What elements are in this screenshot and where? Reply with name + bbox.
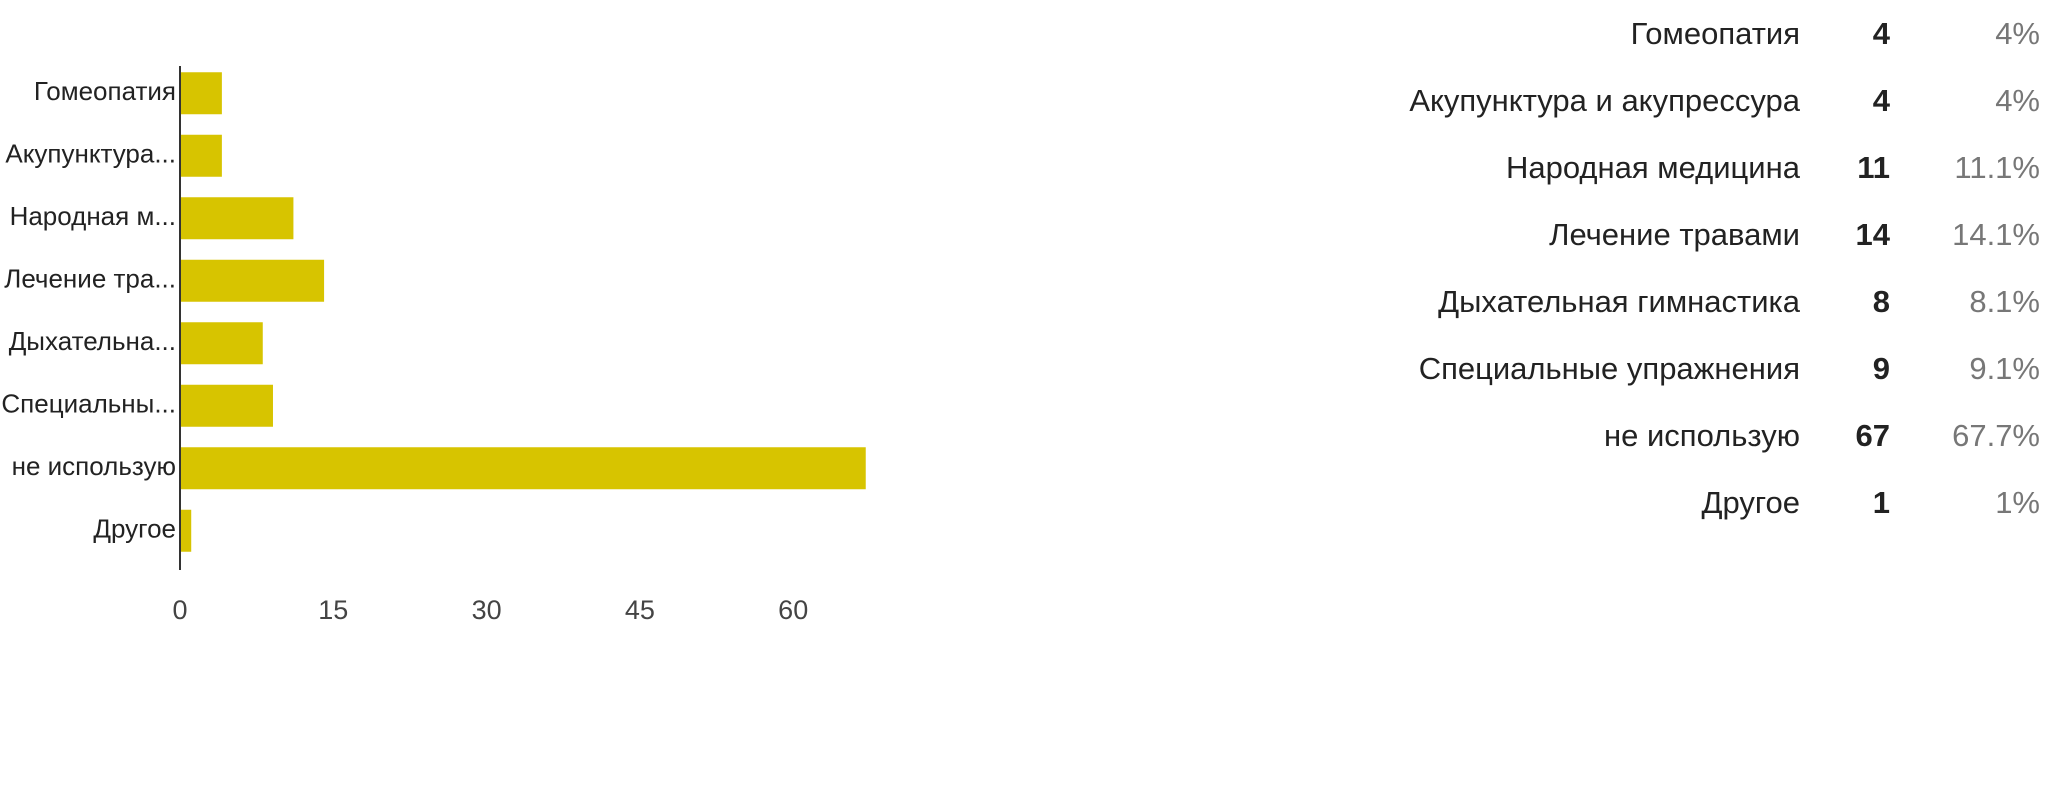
summary-label: не использую <box>1604 417 1800 453</box>
summary-row: Другое 1 1% <box>1240 469 2041 536</box>
category-label: Лечение тра... <box>4 264 176 294</box>
bar <box>181 384 273 427</box>
summary-percent: 11.1% <box>1954 149 2040 185</box>
summary-row: Акупунктура и акупрессура 4 4% <box>1240 67 2040 134</box>
summary-row: Народная медицина 11 11.1% <box>1240 134 2040 201</box>
category-label: Гомеопатия <box>34 76 176 106</box>
summary-label: Народная медицина <box>1506 149 1800 185</box>
summary-row: Гомеопатия 4 4% <box>1240 0 2040 67</box>
x-tick-label: 15 <box>318 595 348 625</box>
summary-count: 67 <box>1855 417 1890 453</box>
x-tick-label: 30 <box>472 595 502 625</box>
summary-percent: 1% <box>1995 484 2040 520</box>
category-label: Дыхательна... <box>9 326 176 356</box>
summary-count: 4 <box>1872 82 1890 118</box>
summary-label: Другое <box>1701 484 1801 520</box>
category-label: Акупунктура... <box>5 139 176 169</box>
x-tick-label: 0 <box>172 595 187 625</box>
x-tick-label: 60 <box>778 595 808 625</box>
bar <box>181 72 222 115</box>
bar <box>181 509 192 552</box>
category-label: Специальны... <box>1 389 176 419</box>
response-summary-table: Гомеопатия 4 4% Акупунктура и акупрессура 4 4… <box>1240 0 2040 536</box>
summary-label: Гомеопатия <box>1630 15 1800 51</box>
category-labels: Гомеопатия Акупунктура... Народная м... Леч… <box>1 76 176 544</box>
summary-label: Акупунктура и акупрессура <box>1409 82 1800 118</box>
bar <box>181 447 866 490</box>
summary-label: Лечение травами <box>1549 216 1800 252</box>
summary-percent: 4% <box>1995 82 2040 118</box>
summary-count: 4 <box>1872 15 1890 51</box>
summary-count: 9 <box>1872 350 1890 386</box>
summary-count: 8 <box>1872 283 1890 319</box>
summary-row: Дыхательная гимнастика 8 8.1% <box>1240 268 2040 335</box>
summary-percent: 8.1% <box>1969 283 2040 319</box>
bars-group <box>181 72 866 552</box>
summary-count: 11 <box>1857 149 1890 185</box>
x-axis-tick-labels: 0 15 30 45 60 <box>172 595 808 625</box>
x-tick-label: 45 <box>625 595 655 625</box>
bar <box>181 259 325 302</box>
summary-percent: 67.7% <box>1952 417 2040 453</box>
summary-label: Специальные упражнения <box>1418 350 1800 386</box>
bar <box>181 134 222 177</box>
summary-table-body: Гомеопатия 4 4% Акупунктура и акупрессура 4 4… <box>1240 0 2040 536</box>
bar-chart: Гомеопатия Акупунктура... Народная м... Леч… <box>1 66 866 625</box>
summary-row: не использую 67 67.7% <box>1240 402 2040 469</box>
category-label: Другое <box>93 514 176 544</box>
summary-percent: 9.1% <box>1969 350 2040 386</box>
summary-percent: 4% <box>1995 15 2040 51</box>
summary-row: Специальные упражнения 9 9.1% <box>1240 335 2040 402</box>
summary-count: 14 <box>1855 216 1890 252</box>
summary-count: 1 <box>1872 484 1890 520</box>
category-label: Народная м... <box>10 201 176 231</box>
bar <box>181 322 263 365</box>
category-label: не использую <box>12 451 176 481</box>
summary-percent: 14.1% <box>1952 216 2040 252</box>
summary-row: Лечение травами 14 14.1% <box>1240 201 2040 268</box>
bar <box>181 197 294 240</box>
summary-label: Дыхательная гимнастика <box>1438 283 1800 319</box>
